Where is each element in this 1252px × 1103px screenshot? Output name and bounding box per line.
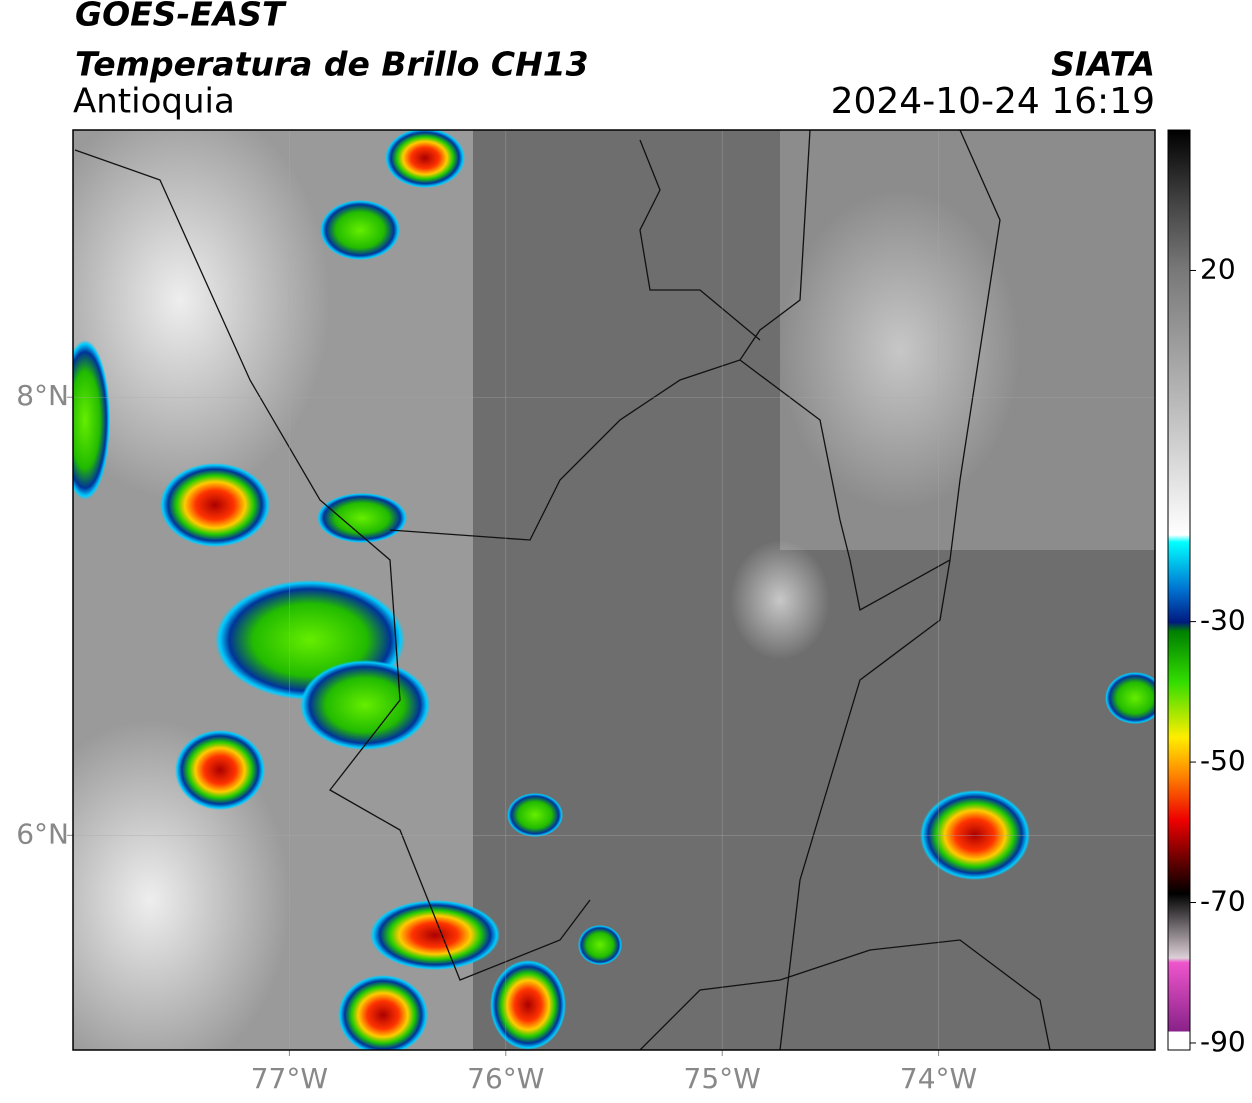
map-image [73,130,1155,1050]
colorbar-tick-label: -70 [1200,885,1246,918]
satellite: GOES-EAST [75,0,287,34]
datetime: 2024-10-24 16:19 [831,81,1155,122]
x-tick-label: 77°W [251,1062,328,1095]
y-tick-label: 6°N [16,817,69,850]
map-frame [72,129,1156,1051]
region: Antioquia [73,82,235,122]
colorbar-ticks: 20 -30 -50 -70 -90 [1190,252,1246,1058]
y-tick-label: 8°N [16,379,69,412]
colorbar-tick-label: -90 [1200,1025,1246,1058]
map-grid [67,130,1155,1056]
colorbar-tick-label: 20 [1200,252,1236,285]
colorbar-tick-label: -30 [1200,604,1246,637]
x-tick-label: 74°W [900,1062,977,1095]
x-tick-label: 76°W [467,1062,544,1095]
source: SIATA [1051,45,1155,84]
colorbar [1167,129,1191,1051]
x-tick-label: 75°W [684,1062,761,1095]
colorbar-tick-label: -50 [1200,744,1246,777]
product: Temperatura de Brillo CH13 [75,45,589,84]
